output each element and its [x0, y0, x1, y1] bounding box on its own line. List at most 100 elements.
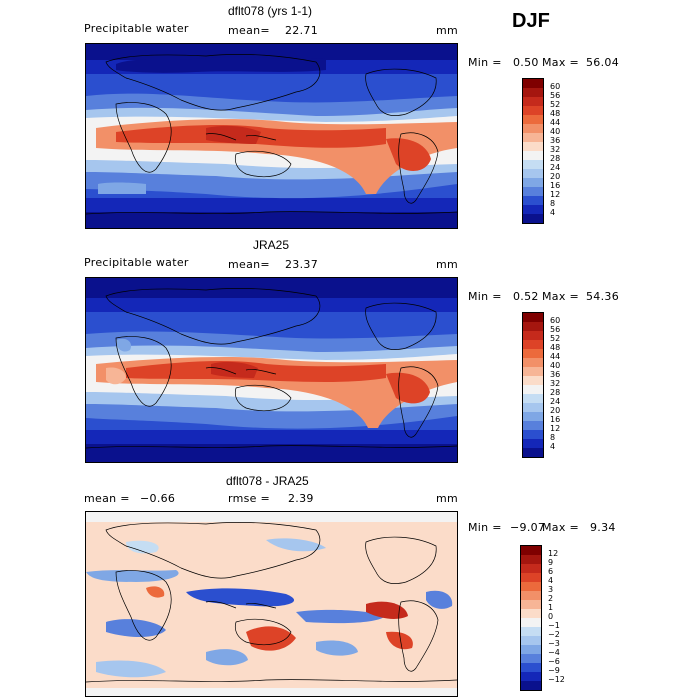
colorbar-swatch — [523, 142, 543, 151]
colorbar-tick-label: 36 — [550, 136, 561, 145]
map-difference — [85, 511, 458, 697]
colorbar-tick-label: 12 — [548, 549, 559, 558]
difference-field — [86, 512, 457, 696]
colorbar-tick-label: 20 — [550, 172, 561, 181]
panel-title: dflt078 (yrs 1-1) — [228, 4, 313, 18]
colorbar-swatch — [523, 412, 543, 421]
min-value: 0.52 — [513, 290, 539, 303]
colorbar-tick-label: 4 — [550, 208, 556, 217]
colorbar-swatch — [521, 564, 541, 573]
colorbar-swatch — [523, 106, 543, 115]
rmse-value: 2.39 — [288, 492, 314, 505]
colorbar-swatch — [521, 555, 541, 564]
colorbar — [522, 312, 544, 458]
colorbar-swatch — [521, 591, 541, 600]
colorbar-tick-label: 3 — [548, 585, 554, 594]
max-label: Max = — [542, 521, 579, 534]
colorbar-swatch — [523, 448, 543, 457]
colorbar-tick-label: 1 — [548, 603, 554, 612]
colorbar-swatch — [521, 582, 541, 591]
colorbar-tick-label: −1 — [548, 621, 560, 630]
colorbar-tick-label: 12 — [550, 190, 561, 199]
mean-value: 23.37 — [285, 258, 318, 271]
colorbar-swatch — [523, 421, 543, 430]
colorbar-tick-label: 40 — [550, 361, 561, 370]
min-label: Min = — [468, 521, 502, 534]
colorbar-swatch — [521, 609, 541, 618]
colorbar-tick-label: 32 — [550, 145, 561, 154]
colorbar-swatch — [521, 672, 541, 681]
colorbar-tick-label: 12 — [550, 424, 561, 433]
colorbar-swatch — [523, 178, 543, 187]
colorbar-swatch — [521, 654, 541, 663]
colorbar-swatch — [523, 79, 543, 88]
colorbar-swatch — [523, 430, 543, 439]
map-reference — [85, 277, 458, 463]
colorbar-swatch — [523, 358, 543, 367]
colorbar-tick-label: 52 — [550, 100, 561, 109]
coastlines — [86, 522, 457, 683]
colorbar-tick-label: 16 — [550, 415, 561, 424]
coastlines — [86, 288, 457, 449]
max-value: 54.36 — [586, 290, 619, 303]
rmse-label: rmse = — [228, 492, 271, 505]
colorbar-tick-label: 28 — [550, 388, 561, 397]
colorbar — [520, 545, 542, 691]
colorbar-tick-label: 24 — [550, 397, 561, 406]
colorbar-tick-label: −4 — [548, 648, 560, 657]
colorbar-swatch — [523, 349, 543, 358]
colorbar-swatch — [521, 618, 541, 627]
colorbar-tick-label: 9 — [548, 558, 554, 567]
colorbar-tick-label: 40 — [550, 127, 561, 136]
variable-label: Precipitable water — [84, 256, 189, 269]
colorbar-swatch — [523, 313, 543, 322]
colorbar-tick-label: 48 — [550, 109, 561, 118]
colorbar-tick-label: 28 — [550, 154, 561, 163]
colorbar-tick-label: −9 — [548, 666, 560, 675]
min-value: 0.50 — [513, 56, 539, 69]
colorbar-swatch — [523, 214, 543, 223]
colorbar-tick-label: −3 — [548, 639, 560, 648]
colorbar-swatch — [521, 645, 541, 654]
precip-field — [86, 44, 457, 228]
colorbar-swatch — [521, 627, 541, 636]
colorbar-swatch — [523, 340, 543, 349]
colorbar-tick-label: −2 — [548, 630, 560, 639]
colorbar-tick-label: 2 — [548, 594, 554, 603]
colorbar-swatch — [523, 196, 543, 205]
colorbar-swatch — [521, 546, 541, 555]
colorbar-swatch — [523, 403, 543, 412]
season-label: DJF — [512, 10, 550, 32]
colorbar-swatch — [523, 160, 543, 169]
colorbar-tick-label: 24 — [550, 163, 561, 172]
max-value: 9.34 — [590, 521, 616, 534]
colorbar-swatch — [523, 385, 543, 394]
colorbar-swatch — [521, 600, 541, 609]
units-label: mm — [436, 492, 459, 505]
colorbar-swatch — [521, 681, 541, 690]
mean-label: mean = — [84, 492, 130, 505]
colorbar-swatch — [521, 663, 541, 672]
colorbar-tick-label: 16 — [550, 181, 561, 190]
colorbar-tick-label: −12 — [548, 675, 565, 684]
colorbar-swatch — [523, 376, 543, 385]
max-label: Max = — [542, 56, 579, 69]
mean-label: mean= — [228, 24, 270, 37]
colorbar-swatch — [523, 169, 543, 178]
panel-title: dflt078 - JRA25 — [226, 474, 309, 488]
min-value: −9.07 — [510, 521, 546, 534]
colorbar-tick-label: 8 — [550, 199, 556, 208]
colorbar-swatch — [523, 97, 543, 106]
map-model — [85, 43, 458, 229]
colorbar-tick-label: 4 — [548, 576, 554, 585]
colorbar-tick-label: 0 — [548, 612, 554, 621]
colorbar-tick-label: 44 — [550, 118, 561, 127]
mean-value: −0.66 — [140, 492, 176, 505]
colorbar-swatch — [523, 205, 543, 214]
colorbar-swatch — [523, 367, 543, 376]
colorbar-swatch — [523, 439, 543, 448]
coastlines — [86, 54, 457, 215]
colorbar-tick-label: 44 — [550, 352, 561, 361]
colorbar-swatch — [523, 187, 543, 196]
colorbar-swatch — [523, 331, 543, 340]
